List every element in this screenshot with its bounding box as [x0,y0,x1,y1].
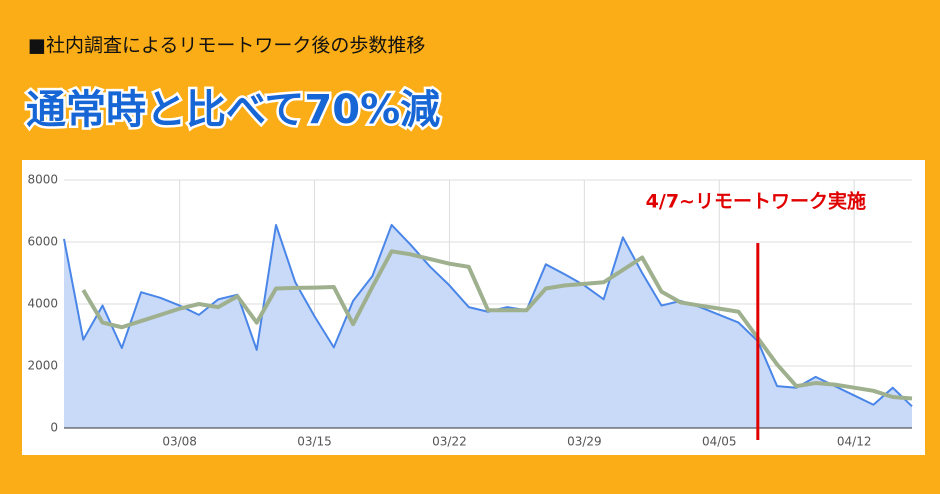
y-tick-label: 8000 [27,173,58,187]
x-tick-label: 03/15 [297,435,332,449]
x-tick-label: 04/12 [837,435,872,449]
y-tick-label: 4000 [27,297,58,311]
x-tick-label: 03/29 [567,435,602,449]
line [81,249,913,401]
area [64,224,912,428]
event-label: 4/7~リモートワーク実施 [646,190,866,213]
chart-subtitle: ■社内調査によるリモートワーク後の歩数推移 [28,35,425,57]
x-tick-label: 03/22 [432,435,467,449]
x-tick-label: 03/08 [162,435,197,449]
y-tick-label: 6000 [27,235,58,249]
y-tick-label: 0 [50,421,58,435]
x-tick-label: 04/05 [702,435,737,449]
chart-title: 通常時と比べて70%減 [26,87,440,133]
y-tick-label: 2000 [27,359,58,373]
